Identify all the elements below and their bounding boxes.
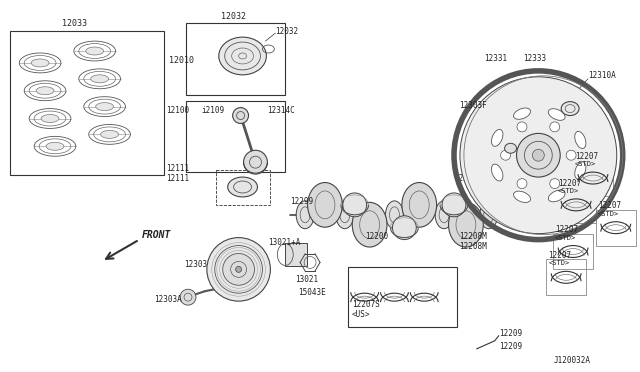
Circle shape	[180, 289, 196, 305]
Text: 12207: 12207	[598, 201, 621, 210]
Circle shape	[392, 216, 416, 240]
Ellipse shape	[402, 183, 436, 227]
Text: 12208M: 12208M	[459, 242, 486, 251]
Text: 12310A: 12310A	[588, 71, 616, 80]
Bar	[285, 243, 307, 266]
Ellipse shape	[86, 47, 104, 55]
Circle shape	[442, 193, 466, 217]
Ellipse shape	[41, 115, 59, 122]
Text: 12207: 12207	[558, 179, 581, 187]
Circle shape	[460, 77, 617, 234]
Circle shape	[207, 238, 270, 301]
Ellipse shape	[352, 202, 387, 247]
Text: 12100: 12100	[166, 106, 189, 115]
Ellipse shape	[385, 201, 403, 229]
Text: <STD>: <STD>	[548, 260, 570, 266]
Ellipse shape	[513, 191, 531, 202]
Text: 12111: 12111	[166, 164, 189, 173]
Circle shape	[223, 253, 255, 285]
Ellipse shape	[480, 201, 498, 229]
Circle shape	[532, 149, 544, 161]
Ellipse shape	[228, 177, 257, 197]
Text: J120032A: J120032A	[553, 356, 590, 365]
Ellipse shape	[46, 142, 64, 150]
Bar	[10, 31, 164, 175]
Ellipse shape	[96, 103, 113, 110]
Text: 12299: 12299	[290, 198, 314, 206]
Circle shape	[244, 150, 268, 174]
Ellipse shape	[100, 131, 118, 138]
Bar	[556, 187, 596, 223]
Text: 15043E: 15043E	[298, 288, 326, 297]
Circle shape	[343, 193, 367, 217]
Circle shape	[550, 122, 560, 132]
Circle shape	[500, 150, 511, 160]
Text: 12207: 12207	[575, 152, 598, 161]
Text: 12200: 12200	[365, 232, 388, 241]
Text: 12303F: 12303F	[459, 101, 486, 110]
Ellipse shape	[492, 164, 503, 181]
Ellipse shape	[504, 143, 516, 153]
Bar	[348, 267, 457, 327]
Circle shape	[566, 150, 576, 160]
Text: 12330: 12330	[454, 174, 477, 183]
Text: 12303: 12303	[184, 260, 207, 269]
Bar	[596, 210, 636, 246]
Ellipse shape	[308, 183, 342, 227]
Circle shape	[517, 122, 527, 132]
Ellipse shape	[561, 102, 579, 116]
Ellipse shape	[219, 37, 266, 75]
Text: <STD>: <STD>	[556, 235, 577, 241]
Ellipse shape	[435, 201, 453, 229]
Text: 12314C: 12314C	[268, 106, 295, 115]
Text: 12209: 12209	[499, 329, 522, 339]
Text: 13021: 13021	[295, 275, 318, 284]
Text: FRONT: FRONT	[141, 230, 171, 240]
Ellipse shape	[336, 201, 354, 229]
Bar	[547, 259, 586, 295]
Text: 12303A: 12303A	[154, 295, 182, 304]
Ellipse shape	[575, 131, 586, 148]
Bar	[216, 170, 270, 205]
Text: <US>: <US>	[352, 310, 371, 318]
Ellipse shape	[91, 75, 109, 83]
Text: i2109: i2109	[201, 106, 224, 115]
Text: 12333: 12333	[524, 54, 547, 64]
Circle shape	[517, 179, 527, 189]
Text: <STD>: <STD>	[598, 211, 619, 217]
Ellipse shape	[548, 190, 565, 202]
Text: <STD>: <STD>	[558, 188, 579, 194]
Text: 12033: 12033	[62, 19, 87, 28]
Bar	[553, 234, 593, 269]
Ellipse shape	[449, 202, 483, 247]
Ellipse shape	[492, 129, 503, 146]
Bar	[186, 101, 285, 172]
Ellipse shape	[36, 87, 54, 95]
Text: 12207S: 12207S	[352, 299, 380, 309]
Circle shape	[233, 108, 248, 124]
Bar	[186, 23, 285, 95]
Text: <STD>: <STD>	[575, 161, 596, 167]
Ellipse shape	[31, 59, 49, 67]
Text: 12032: 12032	[275, 27, 298, 36]
Text: 12331: 12331	[484, 54, 507, 64]
Text: 12209: 12209	[499, 342, 522, 351]
Bar	[573, 160, 612, 196]
Text: 12010: 12010	[169, 57, 194, 65]
Ellipse shape	[548, 109, 565, 121]
Text: 12111: 12111	[166, 174, 189, 183]
Ellipse shape	[575, 162, 586, 179]
Circle shape	[516, 134, 560, 177]
Text: 12032: 12032	[221, 12, 246, 21]
Ellipse shape	[513, 108, 531, 119]
Circle shape	[550, 179, 560, 189]
Text: 12207: 12207	[556, 225, 579, 234]
Ellipse shape	[296, 201, 314, 229]
Text: 12207: 12207	[548, 251, 572, 260]
Text: 12208M: 12208M	[459, 232, 486, 241]
Circle shape	[236, 266, 241, 272]
Text: 13021+A: 13021+A	[268, 238, 301, 247]
